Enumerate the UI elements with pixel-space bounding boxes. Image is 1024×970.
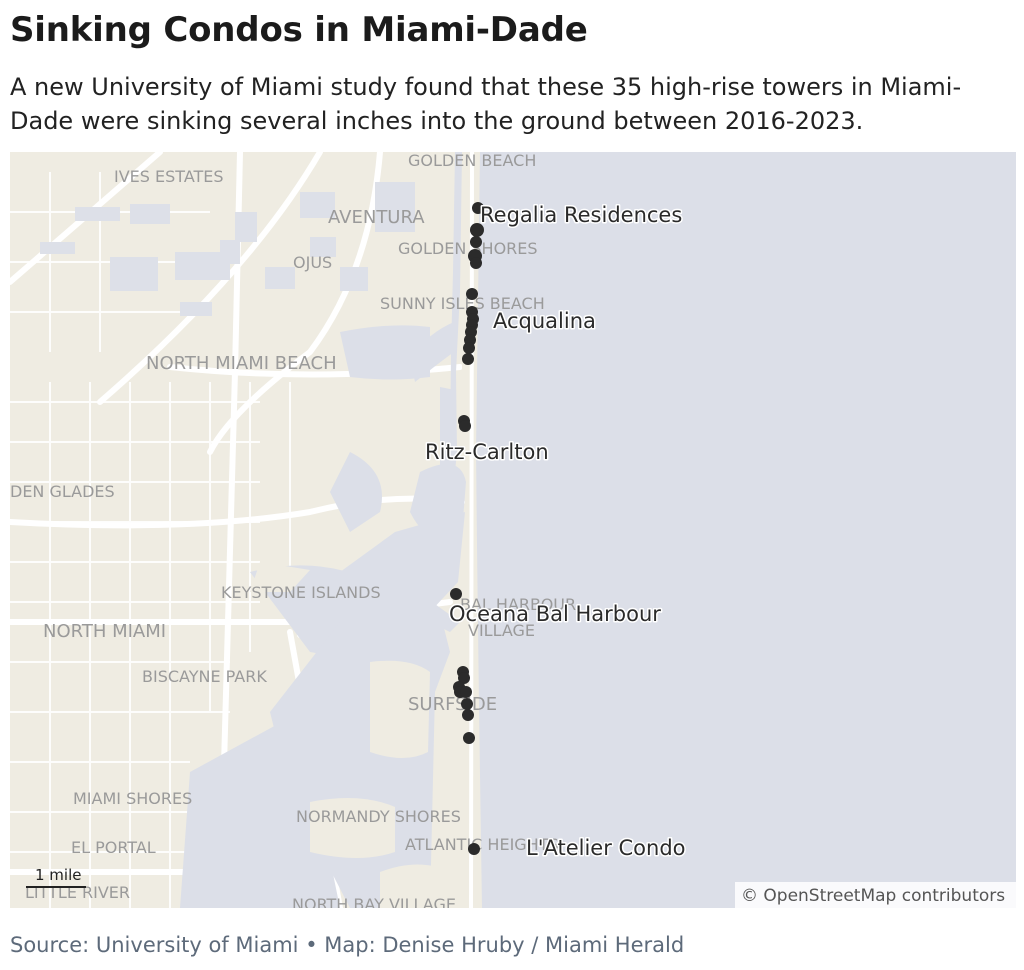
- label-ives-estates: IVES ESTATES: [114, 167, 224, 186]
- condo-markers: [450, 202, 484, 855]
- condo-marker[interactable]: [470, 236, 482, 248]
- condo-marker[interactable]: [470, 223, 484, 237]
- condo-marker[interactable]: [461, 698, 473, 710]
- scale-bar: 1 mile: [26, 866, 86, 888]
- condo-marker[interactable]: [458, 672, 470, 684]
- condo-marker[interactable]: [472, 202, 484, 214]
- scale-label: 1 mile: [35, 866, 82, 884]
- label-golden-shores: GOLDEN SHORES: [398, 239, 538, 258]
- label-regalia-residences: Regalia Residences: [480, 203, 682, 227]
- label-oceana-bal-harbour: Oceana Bal Harbour: [449, 602, 661, 626]
- label-biscayne-park: BISCAYNE PARK: [142, 667, 267, 686]
- label-north-miami-beach: NORTH MIAMI BEACH: [146, 353, 337, 374]
- label-sunny-isles-beach: SUNNY ISLES BEACH: [380, 294, 545, 313]
- collins-avenue: [469, 152, 474, 908]
- label-bal-harbour: BAL HARBOUR: [460, 595, 576, 614]
- map-attribution: © OpenStreetMap contributors: [735, 882, 1016, 908]
- map-title: Sinking Condos in Miami-Dade: [10, 10, 588, 50]
- map-canvas[interactable]: GOLDEN BEACH IVES ESTATES AVENTURA GOLDE…: [10, 152, 1016, 908]
- condo-marker[interactable]: [450, 588, 462, 600]
- label-surfside: SURFSIDE: [408, 694, 497, 715]
- label-ritz-carlton: Ritz-Carlton: [425, 440, 549, 464]
- label-golden-beach: GOLDEN BEACH: [408, 152, 536, 170]
- label-el-portal: EL PORTAL: [71, 838, 156, 857]
- buildings: [40, 182, 415, 316]
- label-north-bay-village: NORTH BAY VILLAGE: [292, 895, 456, 908]
- map-svg: GOLDEN BEACH IVES ESTATES AVENTURA GOLDE…: [10, 152, 1016, 908]
- label-normandy-shores: NORMANDY SHORES: [296, 807, 461, 826]
- attribution-text[interactable]: © OpenStreetMap contributors: [741, 886, 1005, 906]
- condo-marker[interactable]: [466, 288, 478, 300]
- label-aventura: AVENTURA: [328, 207, 425, 228]
- condo-marker[interactable]: [459, 420, 471, 432]
- label-latelier-condo: L'Atelier Condo: [526, 836, 686, 860]
- label-atlantic-heights: ATLANTIC HEIGHTS: [405, 835, 559, 854]
- label-north-miami: NORTH MIAMI: [43, 621, 166, 642]
- condo-marker[interactable]: [462, 709, 474, 721]
- label-little-river: LITTLE RIVER: [25, 883, 130, 902]
- label-miami-shores: MIAMI SHORES: [73, 789, 192, 808]
- condo-marker[interactable]: [470, 257, 482, 269]
- condo-labels: Regalia Residences Acqualina Ritz-Carlto…: [424, 202, 688, 862]
- atlantic-ocean: [476, 152, 1016, 908]
- label-village: VILLAGE: [468, 621, 535, 640]
- bay-islands: [250, 562, 450, 908]
- condo-marker[interactable]: [468, 843, 480, 855]
- label-acqualina: Acqualina: [493, 309, 596, 333]
- source-credit: Source: University of Miami • Map: Denis…: [10, 933, 685, 957]
- condo-marker[interactable]: [463, 732, 475, 744]
- condo-marker[interactable]: [460, 686, 472, 698]
- label-keystone-islands: KEYSTONE ISLANDS: [221, 583, 381, 602]
- label-golden-glades: DEN GLADES: [10, 482, 115, 501]
- condo-marker[interactable]: [463, 342, 475, 354]
- condo-marker[interactable]: [462, 353, 474, 365]
- label-ojus: OJUS: [293, 253, 332, 272]
- place-labels: GOLDEN BEACH IVES ESTATES AVENTURA GOLDE…: [10, 152, 576, 908]
- map-subtitle: A new University of Miami study found th…: [10, 73, 962, 135]
